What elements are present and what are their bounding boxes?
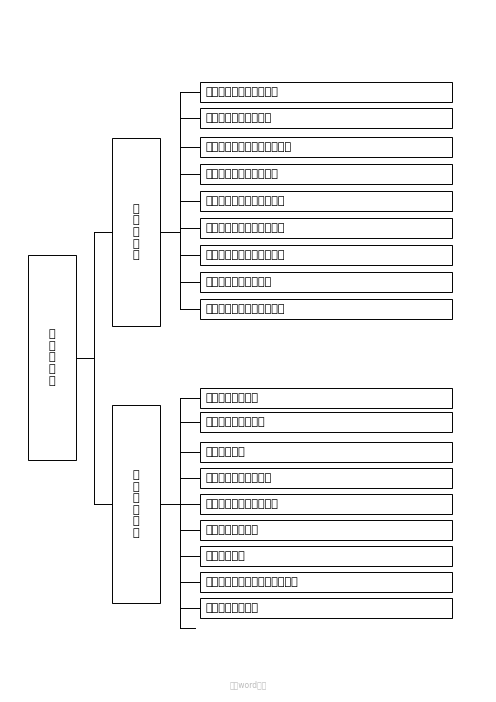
Text: 岗
位
责
任
制: 岗 位 责 任 制 [133, 204, 139, 260]
Bar [200, 218, 452, 238]
Bar [112, 138, 160, 326]
Bar [200, 108, 452, 128]
Bar [200, 546, 452, 566]
Bar [200, 299, 452, 319]
Text: 施工测量复核制度: 施工测量复核制度 [205, 393, 258, 403]
Bar [28, 255, 76, 460]
Bar [200, 82, 452, 102]
Text: 工程科长岗位质量责任制: 工程科长岗位质量责任制 [205, 169, 278, 179]
Bar [200, 245, 452, 265]
Text: 副经理岗位质量责任制: 副经理岗位质量责任制 [205, 113, 271, 123]
Text: 生产班组长岗位质量责任制: 生产班组长岗位质量责任制 [205, 304, 285, 314]
Text: 成品保护制度: 成品保护制度 [205, 551, 245, 561]
Text: 项目经理岗位质量责任制: 项目经理岗位质量责任制 [205, 87, 278, 97]
Text: 机械设备员岗位质量责任制: 机械设备员岗位质量责任制 [205, 223, 285, 233]
Bar [200, 137, 452, 157]
Text: 领工员岗位质量责任制: 领工员岗位质量责任制 [205, 277, 271, 287]
Bar [200, 494, 452, 514]
Bar [200, 272, 452, 292]
Text: 质
量
管
理
制
度: 质 量 管 理 制 度 [133, 470, 139, 538]
Text: 施工过程质量检查制度: 施工过程质量检查制度 [205, 473, 271, 483]
Bar [200, 468, 452, 488]
Bar [200, 388, 452, 408]
Text: 技术交底制度: 技术交底制度 [205, 447, 245, 457]
Text: 检验批隐蔽工程检查制度: 检验批隐蔽工程检查制度 [205, 499, 278, 509]
Bar [200, 572, 452, 592]
Text: 质量信息管理制度: 质量信息管理制度 [205, 603, 258, 613]
Text: 试验工程师岗位质量责任制: 试验工程师岗位质量责任制 [205, 250, 285, 260]
Bar [200, 191, 452, 211]
Bar [200, 442, 452, 462]
Text: 精品word文档: 精品word文档 [229, 680, 267, 689]
Text: 质量检查工程师岗位责任制: 质量检查工程师岗位责任制 [205, 196, 285, 206]
Bar [200, 598, 452, 618]
Bar [200, 164, 452, 184]
Text: 岗
位
责
任
制: 岗 位 责 任 制 [49, 329, 56, 385]
Text: 质量事故报告、调查和处理制度: 质量事故报告、调查和处理制度 [205, 577, 298, 587]
Bar [200, 412, 452, 432]
Bar [112, 405, 160, 603]
Text: 开工报告审批制度: 开工报告审批制度 [205, 525, 258, 535]
Text: 施工图现场核对制度: 施工图现场核对制度 [205, 417, 265, 427]
Bar [200, 520, 452, 540]
Text: 项目总工程师岗位质量责任制: 项目总工程师岗位质量责任制 [205, 142, 291, 152]
